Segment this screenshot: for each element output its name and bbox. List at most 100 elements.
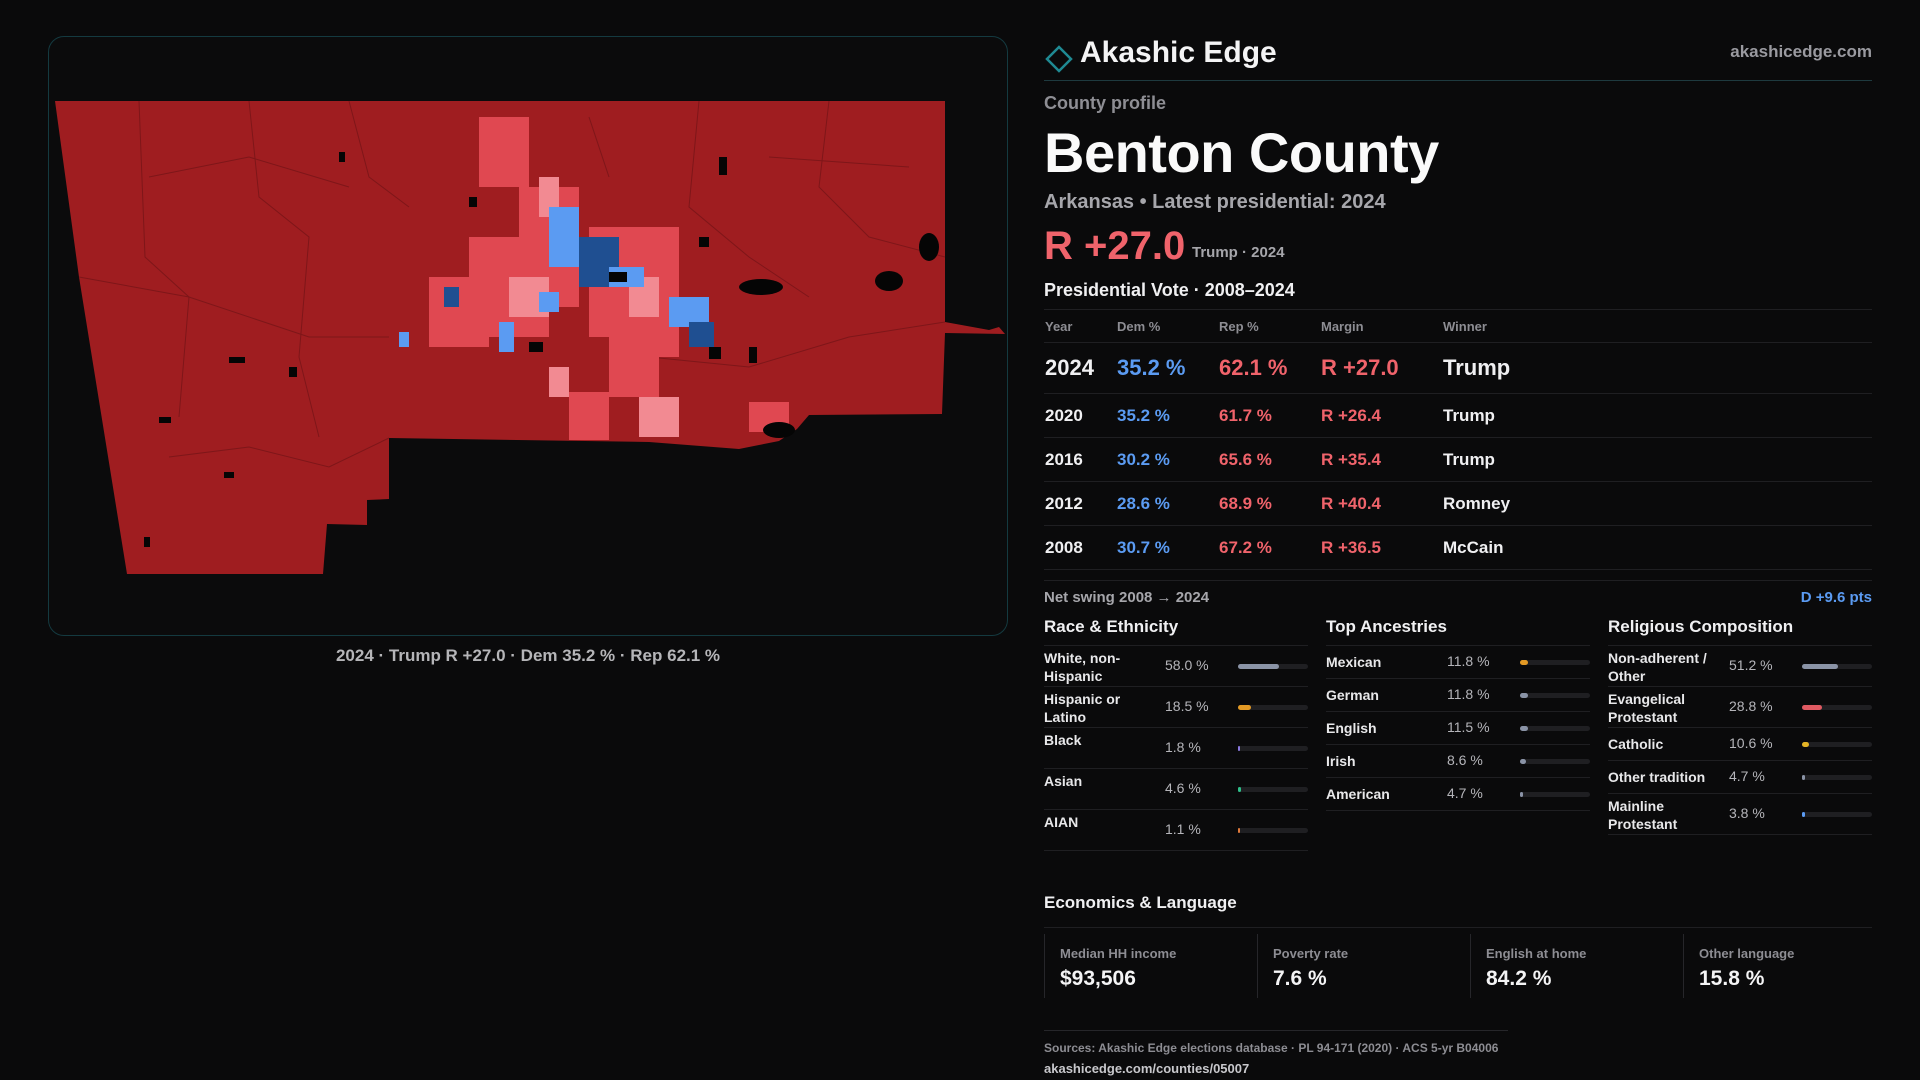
demo-value: 4.6 %: [1165, 780, 1201, 796]
table-row: 2024 35.2 % 62.1 % R +27.0 Trump: [1044, 342, 1872, 394]
precinct-map[interactable]: [49, 37, 1007, 635]
demo-bar-fill: [1802, 812, 1805, 817]
demo-value: 1.8 %: [1165, 739, 1201, 755]
rep-cell: 62.1 %: [1218, 342, 1320, 394]
economics-title: Economics & Language: [1044, 893, 1237, 912]
list-item: Irish 8.6 %: [1326, 745, 1590, 778]
profile-kicker: County profile: [1044, 93, 1166, 113]
water-bodies: [144, 152, 939, 547]
demo-label: Irish: [1326, 753, 1356, 769]
demo-bar-fill: [1238, 787, 1242, 792]
county-subtitle: Arkansas • Latest presidential: 2024: [1044, 191, 1386, 213]
demo-bar-track: [1802, 705, 1872, 710]
presidential-vote-title: Presidential Vote · 2008–2024: [1044, 280, 1295, 300]
demo-label: Mainline Protestant: [1608, 798, 1678, 832]
demographics-grid: Race & Ethnicity White, non-Hispanic 58.0…: [1044, 617, 1872, 875]
map-caption: 2024 · Trump R +27.0 · Dem 35.2 % · Rep …: [335, 646, 721, 665]
demo-value: 3.8 %: [1729, 805, 1765, 821]
demo-label: White, non-Hispanic: [1044, 650, 1121, 684]
county-map-panel[interactable]: [48, 36, 1008, 636]
list-item: Evangelical Protestant 28.8 %: [1608, 687, 1872, 728]
demo-bar-track: [1520, 792, 1590, 797]
brand-name: Akashic Edge: [1080, 36, 1277, 69]
winner-cell: Trump: [1442, 342, 1872, 394]
demo-bar-fill: [1238, 664, 1279, 669]
demo-value: 4.7 %: [1729, 768, 1765, 784]
demo-bar-track: [1802, 812, 1872, 817]
list-item: Other tradition 4.7 %: [1608, 761, 1872, 794]
econ-label: Other language: [1699, 946, 1795, 961]
winner-cell: McCain: [1442, 525, 1872, 570]
winner-cell: Trump: [1442, 393, 1872, 438]
list-item: American 4.7 %: [1326, 778, 1590, 811]
demo-bar-track: [1238, 664, 1308, 669]
econ-stat: Other language 15.8 %: [1683, 934, 1889, 998]
margin-cell: R +40.4: [1320, 481, 1442, 526]
swing-label: Net swing 2008 → 2024: [1044, 589, 1210, 606]
demo-bar-track: [1238, 705, 1308, 710]
list-item: White, non-Hispanic 58.0 %: [1044, 646, 1308, 687]
demo-bar-fill: [1520, 693, 1529, 698]
list-item: English 11.5 %: [1326, 712, 1590, 745]
col-winner: Winner: [1442, 309, 1872, 343]
econ-stat: English at home 84.2 %: [1470, 934, 1676, 998]
econ-stat: Poverty rate 7.6 %: [1257, 934, 1463, 998]
econ-stat: Median HH income $93,506: [1044, 934, 1250, 998]
demo-bar-fill: [1802, 664, 1838, 669]
demo-bar-fill: [1520, 792, 1524, 797]
headline-margin: R +27.0 Trump · 2024: [1044, 224, 1872, 268]
brand-header: Akashic Edge akashicedge.com: [1044, 36, 1872, 81]
rep-cell: 65.6 %: [1218, 437, 1320, 482]
list-item: Catholic 10.6 %: [1608, 728, 1872, 761]
demo-label: English: [1326, 720, 1377, 736]
county-profile-panel: Akashic Edge akashicedge.com County prof…: [1044, 36, 1872, 1076]
demo-bar-fill: [1802, 775, 1806, 780]
swing-value: D +9.6 pts: [1800, 589, 1872, 606]
demo-bar-track: [1520, 660, 1590, 665]
econ-label: English at home: [1486, 946, 1587, 961]
col-margin: Margin: [1320, 309, 1442, 343]
year-cell: 2024: [1044, 342, 1116, 394]
table-row: 2008 30.7 % 67.2 % R +36.5 McCain: [1044, 525, 1872, 570]
econ-label: Poverty rate: [1273, 946, 1349, 961]
demo-bar-fill: [1802, 742, 1810, 747]
demo-bar-track: [1520, 693, 1590, 698]
brand-url-link[interactable]: akashicedge.com: [1730, 42, 1872, 61]
race-ethnicity-section: Race & Ethnicity White, non-Hispanic 58.0…: [1044, 617, 1308, 851]
county-url-link[interactable]: akashicedge.com/counties/05007: [1044, 1061, 1250, 1076]
demo-bar-track: [1520, 726, 1590, 731]
col-year: Year: [1044, 309, 1116, 343]
margin-cell: R +27.0: [1320, 342, 1442, 394]
demo-value: 11.8 %: [1447, 686, 1490, 702]
list-item: Hispanic or Latino 18.5 %: [1044, 687, 1308, 728]
demo-label: Evangelical Protestant: [1608, 691, 1686, 725]
demo-label: Catholic: [1608, 736, 1664, 752]
demo-label: AIAN: [1044, 814, 1079, 830]
demo-bar-fill: [1520, 726, 1529, 731]
dem-cell: 28.6 %: [1116, 481, 1218, 526]
demo-bar-fill: [1520, 660, 1529, 665]
demo-value: 58.0 %: [1165, 657, 1209, 673]
list-item: Non-adherent / Other 51.2 %: [1608, 646, 1872, 687]
demo-bar-fill: [1238, 828, 1240, 833]
econ-value: 15.8 %: [1699, 967, 1765, 990]
table-row: 2012 28.6 % 68.9 % R +40.4 Romney: [1044, 481, 1872, 526]
section-title: Top Ancestries: [1326, 617, 1590, 646]
sources-footer: Sources: Akashic Edge elections database…: [1044, 1030, 1508, 1076]
demo-bar-track: [1802, 664, 1872, 669]
demo-label: American: [1326, 786, 1390, 802]
year-cell: 2008: [1044, 525, 1116, 570]
demo-bar-track: [1238, 787, 1308, 792]
religion-section: Religious Composition Non-adherent / Oth…: [1608, 617, 1872, 835]
page-title: Benton County: [1044, 121, 1439, 184]
col-rep: Rep %: [1218, 309, 1320, 343]
demo-bar-fill: [1802, 705, 1823, 710]
margin-value: R +27.0: [1044, 224, 1186, 268]
list-item: Black 1.8 %: [1044, 728, 1308, 769]
demo-label: Other tradition: [1608, 769, 1706, 785]
presidential-vote-table: Year Dem % Rep % Margin Winner 2024 35.2…: [1044, 309, 1872, 570]
demo-label: Asian: [1044, 773, 1083, 789]
economics-grid: Median HH income $93,506 Poverty rate 7.…: [1044, 927, 1872, 1000]
demo-value: 11.5 %: [1447, 719, 1490, 735]
year-cell: 2016: [1044, 437, 1116, 482]
